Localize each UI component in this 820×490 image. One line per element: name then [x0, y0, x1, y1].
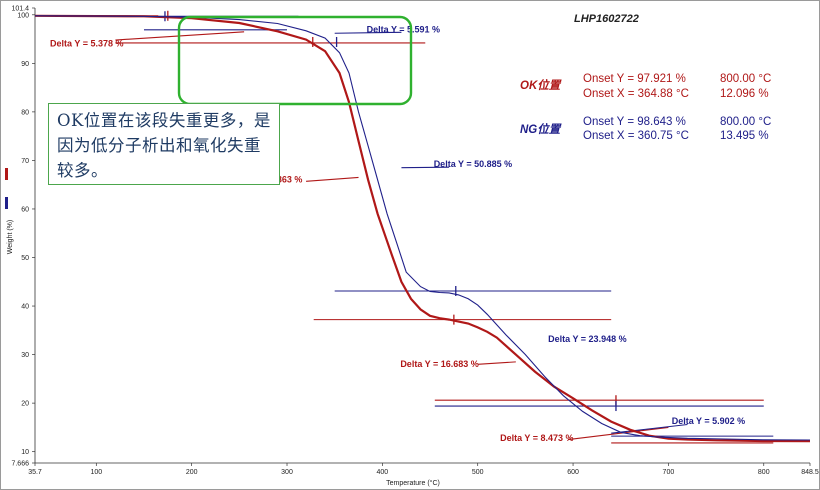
x-tick-label: 300: [281, 469, 293, 476]
legend-ng-swatch: [5, 197, 8, 209]
legend-swatches: [5, 168, 8, 209]
delta-label-5: Delta Y = 23.948 %: [548, 334, 626, 344]
ok-step3-leader: [477, 361, 516, 365]
series-ng-curve: [34, 15, 811, 441]
ng-step1-leader: [334, 31, 402, 34]
x-tick-label: 800: [758, 469, 770, 476]
onset-ng-line2-value: 13.495 %: [720, 130, 769, 142]
delta-label-4: Delta Y = 50.885 %: [434, 159, 512, 169]
y-axis-label: Weight (%): [7, 220, 14, 255]
x-tick-label: 700: [663, 469, 675, 476]
y-tick-label: 50: [21, 255, 29, 262]
ok-step4-leader: [568, 426, 669, 441]
ok-step-leader: [306, 176, 359, 182]
onset-ok-block: OK位置 Onset Y = 97.921 % 800.00 °C Onset …: [520, 73, 771, 100]
onset-ng-name: NG位置: [520, 122, 562, 136]
highlight-region: [177, 15, 413, 106]
y-tick-label: 7.666: [11, 461, 29, 468]
x-tick-label: 600: [567, 469, 579, 476]
x-tick-label: 848.5: [801, 469, 819, 476]
y-tick-label: 101.4: [11, 6, 29, 13]
onset-ok-line2-value: 12.096 %: [720, 88, 769, 100]
y-tick-label: 80: [21, 109, 29, 116]
y-tick-label: 60: [21, 206, 29, 213]
onset-ng-line2: Onset X = 360.75 °C: [583, 130, 689, 142]
delta-label-2: Delta Y = 5.591 %: [367, 24, 440, 34]
y-tick-label: 30: [21, 352, 29, 359]
x-tick-label: 500: [472, 469, 484, 476]
sample-id: LHP1602722: [574, 13, 639, 25]
chart-marks: [34, 10, 811, 444]
onset-ng-line1: Onset Y = 98.643 %: [583, 116, 686, 128]
onset-ok-line1-value: 800.00 °C: [720, 73, 771, 85]
y-tick-label: 40: [21, 304, 29, 311]
x-axis-label: Temperature (°C): [386, 479, 440, 487]
highlight-box: [177, 15, 413, 106]
y-tick-label: 20: [21, 401, 29, 408]
delta-label-7: Delta Y = 5.902 %: [672, 416, 745, 426]
onset-ok-line1: Onset Y = 97.921 %: [583, 73, 686, 85]
delta-label-6: Delta Y = 16.683 %: [400, 359, 478, 369]
y-tick-label: 100: [17, 12, 29, 19]
y-tick-label: 10: [21, 449, 29, 456]
y-tick-label: 70: [21, 158, 29, 165]
x-tick-label: 200: [186, 469, 198, 476]
chart-axes: 35.7 100 200 300 400 500 600 700 800 848.5 7.666 10…: [11, 6, 818, 477]
onset-ng-line1-value: 800.00 °C: [720, 116, 771, 128]
legend-ok-swatch: [5, 168, 8, 180]
y-tick-label: 90: [21, 61, 29, 68]
delta-label-1: Delta Y = 5.378 %: [50, 38, 123, 48]
onset-ok-line2: Onset X = 364.88 °C: [583, 88, 689, 100]
x-tick-label: 400: [377, 469, 389, 476]
onset-ng-block: NG位置 Onset Y = 98.643 % 800.00 °C Onset …: [520, 116, 771, 142]
x-tick-label: 100: [90, 469, 102, 476]
series-ok-curve: [34, 14, 811, 443]
ng-step4-leader: [611, 423, 688, 434]
x-tick-label: 35.7: [28, 469, 42, 476]
onset-ok-name: OK位置: [520, 78, 562, 92]
delta-label-8: Delta Y = 8.473 %: [500, 433, 573, 443]
annotation-note: OK位置在该段失重更多，是因为低分子析出和氧化失重较多。: [48, 103, 280, 185]
